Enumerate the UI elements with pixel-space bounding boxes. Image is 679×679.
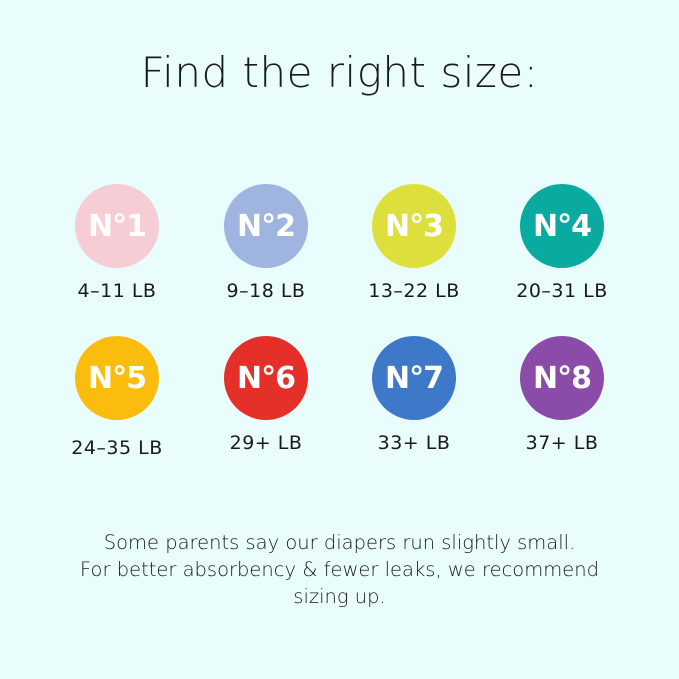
size-badge: N°1 — [75, 184, 159, 268]
size-item: N°1 4–11 LB — [42, 184, 192, 302]
size-badge: N°6 — [224, 336, 308, 420]
weight-range: 33+ LB — [377, 432, 451, 454]
size-badge: N°5 — [75, 336, 159, 420]
weight-range: 24–35 LB — [71, 437, 163, 459]
size-badge: N°4 — [520, 184, 604, 268]
size-item: N°7 33+ LB — [339, 336, 489, 454]
size-badge: N°2 — [224, 184, 308, 268]
size-badge: N°8 — [520, 336, 604, 420]
size-item: N°2 9–18 LB — [191, 184, 341, 302]
size-badge: N°3 — [372, 184, 456, 268]
weight-range: 13–22 LB — [368, 280, 460, 302]
note-line-2: For better absorbency & fewer leaks, we … — [80, 558, 599, 581]
size-item: N°8 37+ LB — [487, 336, 637, 454]
sizing-note: Some parents say our diapers run slightl… — [0, 529, 679, 610]
weight-range: 4–11 LB — [77, 280, 157, 302]
size-item: N°3 13–22 LB — [339, 184, 489, 302]
weight-range: 20–31 LB — [516, 280, 608, 302]
page-title: Find the right size: — [140, 48, 539, 97]
note-line-3: sizing up. — [293, 585, 386, 608]
weight-range: 37+ LB — [525, 432, 599, 454]
size-badge: N°7 — [372, 336, 456, 420]
size-item: N°5 24–35 LB — [42, 336, 192, 459]
weight-range: 9–18 LB — [226, 280, 306, 302]
weight-range: 29+ LB — [229, 432, 303, 454]
note-line-1: Some parents say our diapers run slightl… — [103, 531, 576, 554]
size-item: N°6 29+ LB — [191, 336, 341, 454]
size-item: N°4 20–31 LB — [487, 184, 637, 302]
